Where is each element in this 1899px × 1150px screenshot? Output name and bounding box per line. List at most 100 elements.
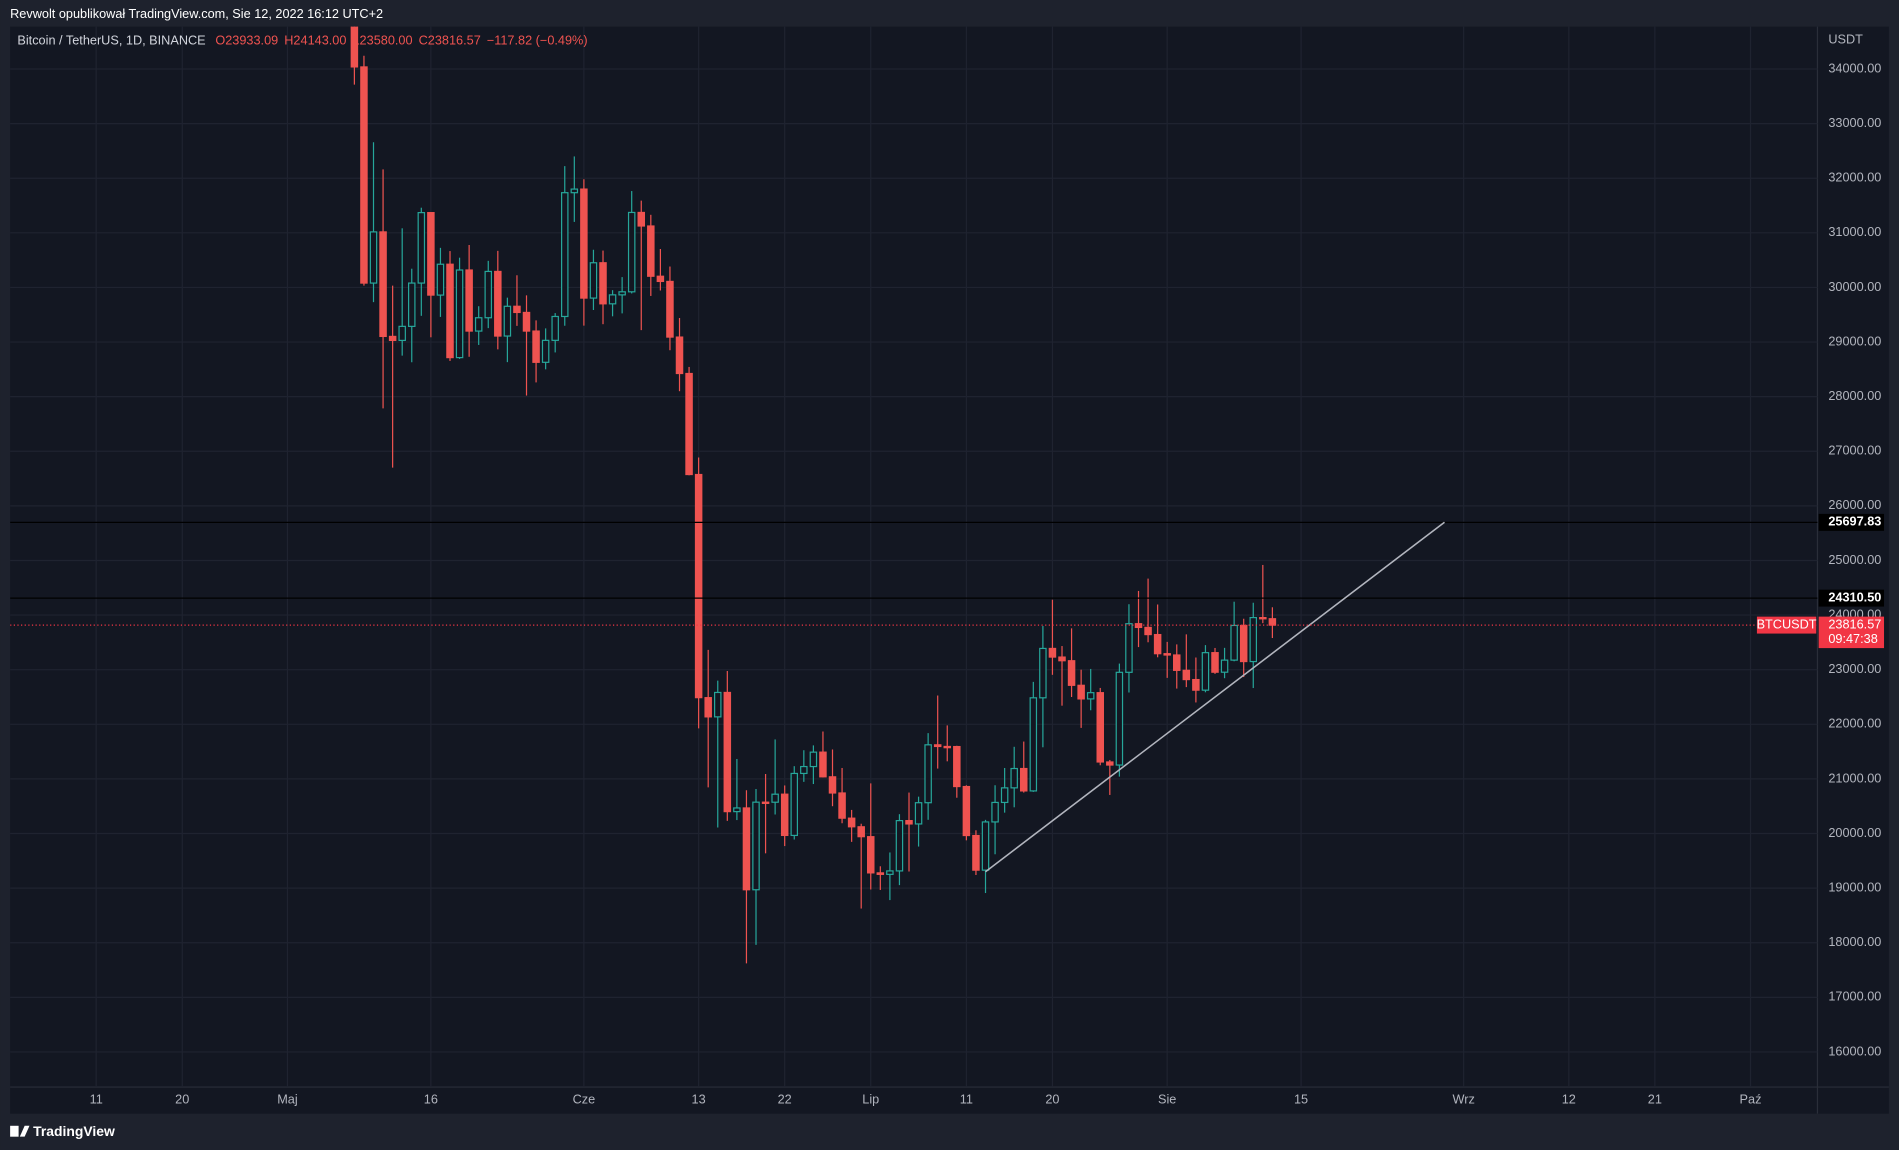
x-tick-label: 21	[1648, 1092, 1662, 1107]
candle-body	[1173, 654, 1181, 671]
x-tick-label: 11	[960, 1092, 973, 1107]
x-tick-label: 22	[778, 1092, 792, 1107]
candle-body	[1125, 623, 1133, 673]
candle-body	[914, 802, 923, 825]
legend-symbol: Bitcoin / TetherUS, 1D, BINANCE	[17, 33, 205, 48]
candle-body	[666, 280, 674, 338]
grid	[10, 26, 1818, 1088]
y-tick-label: 22000.00	[1828, 716, 1881, 731]
candle-body	[570, 188, 579, 194]
candle-body	[1268, 618, 1277, 626]
candle-body	[752, 801, 760, 891]
candle-body	[522, 311, 531, 332]
y-tick-label: 29000.00	[1828, 333, 1881, 348]
candle-body	[455, 269, 464, 359]
legend-change: −117.82 (−0.49%)	[487, 33, 588, 48]
candle-body	[1144, 626, 1152, 636]
candle-body	[790, 772, 799, 837]
candle-body	[561, 192, 569, 318]
x-tick-label: 11	[90, 1092, 103, 1107]
candle-body	[972, 834, 980, 871]
y-tick-label: 20000.00	[1828, 825, 1881, 840]
candle-body	[838, 792, 846, 819]
overlay: 16000.00 17000.00 18000.00 19000.00 20000.00…	[17, 33, 1885, 1107]
candle-body	[867, 836, 875, 874]
candle-body	[1077, 684, 1085, 700]
candle-body	[675, 336, 684, 375]
x-tick-label: 12	[1562, 1092, 1576, 1107]
candle-body	[1220, 659, 1229, 673]
candle-body	[1201, 652, 1210, 691]
candle-body	[905, 820, 913, 825]
candle-body	[1039, 647, 1047, 699]
candle-body	[618, 291, 626, 296]
y-tick-label: 28000.00	[1828, 388, 1881, 403]
y-tick-label: 33000.00	[1828, 115, 1881, 130]
trendline	[985, 521, 1445, 873]
y-tick-label: 19000.00	[1828, 879, 1881, 894]
candle-body	[436, 263, 445, 296]
y-tick-label: 16000.00	[1828, 1043, 1881, 1058]
legend-ohlc: H24143.00	[284, 33, 346, 48]
candle-body	[771, 793, 779, 803]
candle-body	[494, 270, 502, 337]
y-tick-label: 34000.00	[1828, 60, 1881, 75]
candle-body	[1010, 767, 1018, 789]
candle-body	[876, 872, 885, 875]
candle-body	[819, 751, 827, 778]
candle-body	[1259, 616, 1267, 620]
plot	[10, 26, 1818, 964]
candle-body	[589, 262, 598, 299]
candle-body	[532, 330, 540, 363]
y-tick-label: 27000.00	[1828, 443, 1881, 458]
brand: TradingView	[33, 1123, 115, 1139]
x-tick-label: Cze	[573, 1092, 596, 1107]
candle-body	[474, 317, 483, 332]
candle-body	[1020, 767, 1028, 792]
price-label-box	[1818, 589, 1885, 607]
x-tick-label: Lip	[862, 1092, 879, 1107]
candle-body	[1192, 678, 1200, 691]
candle-body	[1029, 697, 1038, 792]
x-tick-label: 16	[424, 1092, 438, 1107]
y-tick-label: 30000.00	[1828, 279, 1881, 294]
price-label-box	[1818, 513, 1885, 531]
symbol-box	[1756, 616, 1817, 634]
candle-body	[685, 372, 693, 476]
x-tick-label: Sie	[1158, 1092, 1176, 1107]
y-tick-label: 31000.00	[1828, 224, 1881, 239]
candle-body	[1106, 761, 1114, 766]
candle-body	[1249, 616, 1258, 663]
candle-body	[694, 473, 703, 699]
candle-body	[1211, 652, 1219, 673]
candle-body	[809, 751, 818, 768]
candle-body	[714, 691, 722, 718]
candle-body	[742, 807, 751, 891]
x-tick-label: Paź	[1740, 1092, 1762, 1107]
candle-body	[1086, 692, 1095, 700]
candle-body	[733, 807, 741, 813]
candle-body	[541, 339, 550, 363]
candle-body	[1115, 671, 1124, 766]
candle-body	[446, 263, 454, 359]
last-price-box	[1818, 616, 1885, 649]
candle-body	[933, 744, 942, 748]
legend-ohlc: C23816.57	[419, 33, 481, 48]
candle-body	[1163, 653, 1171, 656]
candle-body	[1153, 633, 1162, 655]
y-tick-label: 17000.00	[1828, 989, 1881, 1004]
candle-body	[943, 745, 952, 749]
candle-body	[627, 211, 636, 293]
candle-body	[388, 335, 397, 342]
x-tick-label: 20	[175, 1092, 189, 1107]
brand-logo: TradingView	[10, 1123, 115, 1139]
chart-panel	[10, 26, 1889, 1114]
candle-body	[398, 325, 406, 342]
candle-body	[1134, 623, 1143, 629]
candle-body	[1067, 660, 1076, 686]
y-tick-label: 26000.00	[1828, 497, 1881, 512]
symbol-label: BTCUSDT	[1757, 616, 1817, 631]
x-tick-label: 13	[692, 1092, 706, 1107]
candle-body	[408, 282, 416, 327]
